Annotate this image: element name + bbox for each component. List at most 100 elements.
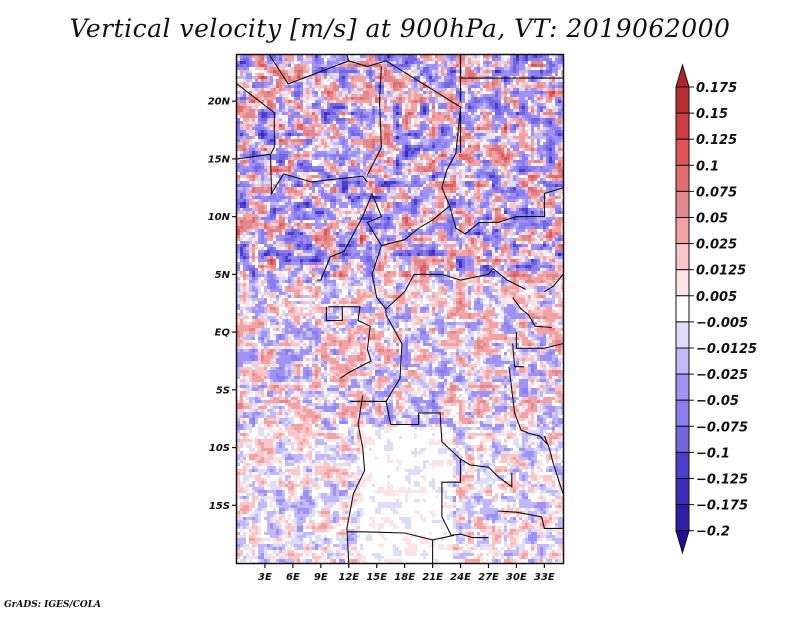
field-cell: [438, 118, 441, 121]
field-cell: [468, 88, 471, 91]
field-cell: [324, 145, 327, 148]
field-cell: [336, 115, 339, 118]
field-cell: [357, 73, 360, 76]
field-cell: [249, 145, 252, 148]
field-cell: [504, 130, 507, 133]
field-cell: [522, 103, 525, 106]
field-cell: [288, 193, 291, 196]
field-cell: [378, 145, 381, 148]
field-cell: [474, 190, 477, 193]
field-cell: [351, 178, 354, 181]
field-cell: [342, 196, 345, 199]
field-cell: [240, 181, 243, 184]
field-cell: [513, 118, 516, 121]
field-cell: [534, 187, 537, 190]
field-cell: [312, 91, 315, 94]
field-cell: [414, 61, 417, 64]
field-cell: [546, 64, 549, 67]
field-cell: [378, 115, 381, 118]
field-cell: [363, 121, 366, 124]
field-cell: [327, 142, 330, 145]
field-cell: [519, 190, 522, 193]
field-cell: [243, 121, 246, 124]
field-cell: [285, 169, 288, 172]
field-cell: [252, 148, 255, 151]
field-cell: [333, 100, 336, 103]
field-cell: [396, 97, 399, 100]
field-cell: [501, 73, 504, 76]
field-cell: [276, 175, 279, 178]
field-cell: [252, 97, 255, 100]
field-cell: [285, 121, 288, 124]
field-cell: [246, 67, 249, 70]
field-cell: [363, 124, 366, 127]
field-cell: [513, 139, 516, 142]
field-cell: [555, 91, 558, 94]
field-cell: [423, 157, 426, 160]
field-cell: [531, 187, 534, 190]
field-cell: [261, 157, 264, 160]
field-cell: [297, 64, 300, 67]
field-cell: [282, 70, 285, 73]
field-cell: [267, 127, 270, 130]
field-cell: [543, 136, 546, 139]
field-cell: [447, 127, 450, 130]
field-cell: [561, 130, 563, 133]
field-cell: [555, 181, 558, 184]
field-cell: [297, 148, 300, 151]
field-cell: [330, 139, 333, 142]
field-cell: [417, 148, 420, 151]
field-cell: [549, 76, 552, 79]
field-cell: [309, 88, 312, 91]
field-cell: [294, 94, 297, 97]
field-cell: [297, 97, 300, 100]
field-cell: [345, 64, 348, 67]
field-cell: [414, 109, 417, 112]
field-cell: [312, 157, 315, 160]
field-cell: [438, 163, 441, 166]
field-cell: [549, 166, 552, 169]
field-cell: [525, 100, 528, 103]
field-cell: [261, 76, 264, 79]
field-cell: [417, 175, 420, 178]
field-cell: [507, 61, 510, 64]
field-cell: [381, 106, 384, 109]
field-cell: [381, 88, 384, 91]
field-cell: [306, 115, 309, 118]
field-cell: [306, 100, 309, 103]
field-cell: [477, 178, 480, 181]
field-cell: [351, 127, 354, 130]
field-cell: [543, 124, 546, 127]
field-cell: [561, 55, 563, 58]
field-cell: [561, 142, 563, 145]
field-cell: [429, 112, 432, 115]
field-cell: [291, 82, 294, 85]
field-cell: [414, 172, 417, 175]
field-cell: [495, 148, 498, 151]
field-cell: [282, 64, 285, 67]
field-cell: [387, 115, 390, 118]
field-cell: [261, 151, 264, 154]
field-cell: [477, 157, 480, 160]
field-cell: [285, 85, 288, 88]
field-cell: [303, 64, 306, 67]
field-cell: [483, 124, 486, 127]
field-cell: [297, 127, 300, 130]
field-cell: [480, 133, 483, 136]
field-cell: [372, 88, 375, 91]
field-cell: [240, 187, 243, 190]
field-cell: [381, 166, 384, 169]
field-cell: [450, 199, 453, 202]
field-cell: [366, 160, 369, 163]
field-cell: [360, 103, 363, 106]
field-cell: [237, 154, 240, 157]
field-cell: [279, 91, 282, 94]
field-cell: [288, 163, 291, 166]
field-cell: [456, 145, 459, 148]
field-cell: [252, 127, 255, 130]
field-cell: [390, 172, 393, 175]
field-cell: [423, 127, 426, 130]
field-cell: [477, 79, 480, 82]
field-cell: [507, 196, 510, 199]
field-cell: [273, 172, 276, 175]
